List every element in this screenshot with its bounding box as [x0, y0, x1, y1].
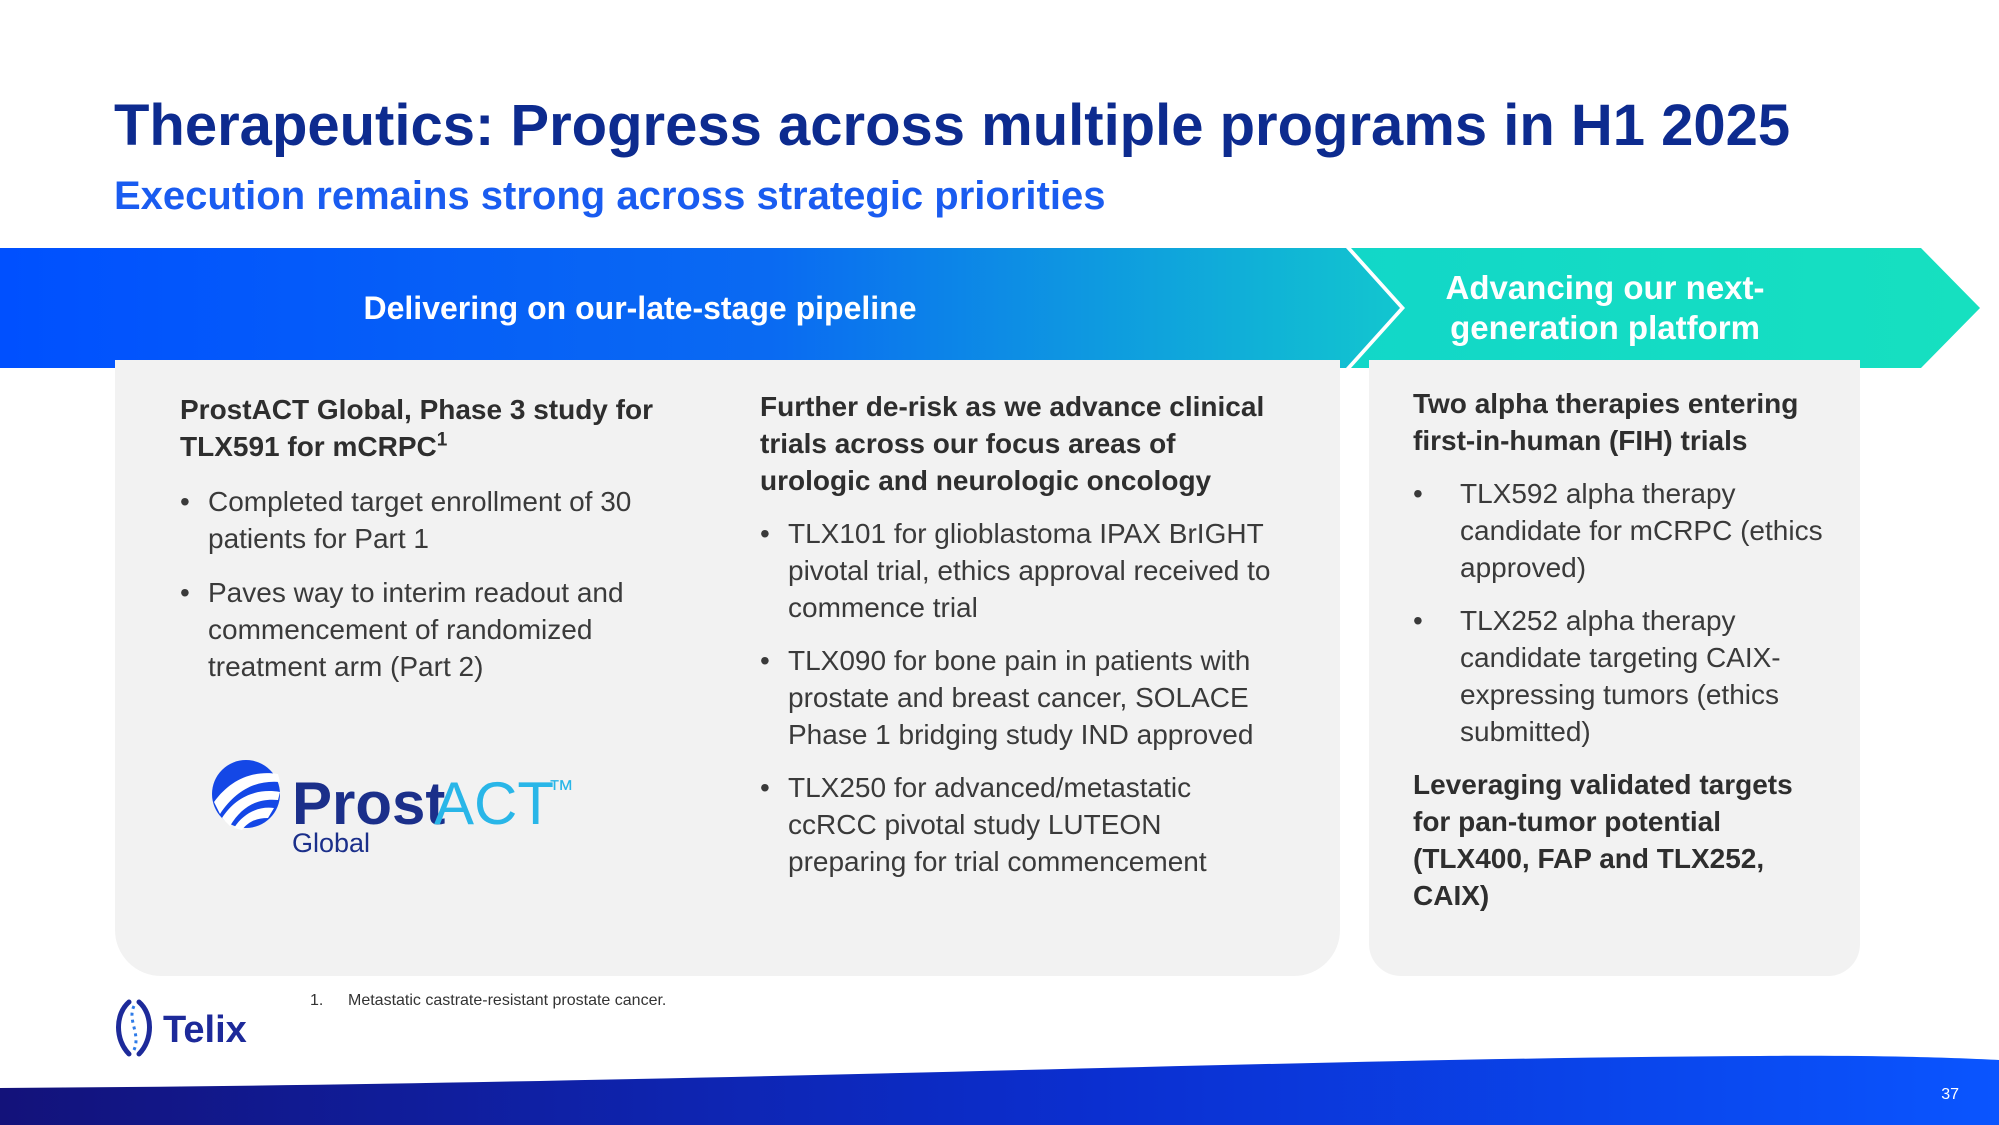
- prostact-word-global: Global: [292, 828, 370, 858]
- prostact-global-logo: Prost ACT ™ Global: [212, 760, 574, 858]
- prostact-swirl-icon: [212, 760, 280, 830]
- section-banner: [0, 248, 1980, 368]
- page-number: 37: [1941, 1086, 1959, 1103]
- alpha-heading: Two alpha therapies entering first-in-hu…: [1413, 388, 1799, 456]
- prostact-column: ProstACT Global, Phase 3 study for TLX59…: [180, 391, 710, 702]
- prostact-word-act: ACT: [434, 770, 554, 837]
- footer-wave: [0, 1055, 1999, 1125]
- banner-left-chevron: [0, 248, 1400, 368]
- prostact-heading: ProstACT Global, Phase 3 study for TLX59…: [180, 394, 653, 462]
- telix-helix-icon: [116, 999, 152, 1057]
- page-title: Therapeutics: Progress across multiple p…: [114, 93, 1791, 158]
- footnote-number: 1.: [310, 992, 324, 1009]
- prostact-word-prost: Prost: [292, 770, 445, 837]
- prostact-trademark: ™: [548, 774, 574, 804]
- list-item: TLX592 alpha therapy candidate for mCRPC…: [1413, 475, 1833, 586]
- footnote-text: Metastatic castrate-resistant prostate c…: [348, 992, 667, 1009]
- telix-logo: Telix: [116, 999, 247, 1057]
- urologic-neurologic-column: Further de-risk as we advance clinical t…: [760, 388, 1285, 896]
- list-item: Paves way to interim readout and commenc…: [180, 574, 710, 685]
- list-item: Completed target enrollment of 30 patien…: [180, 483, 710, 557]
- pan-tumor-heading: Leveraging validated targets for pan-tum…: [1413, 769, 1793, 911]
- banner-right-chevron: [1351, 248, 1980, 368]
- derisk-heading: Further de-risk as we advance clinical t…: [760, 391, 1265, 496]
- footnote-marker: 1: [436, 429, 448, 451]
- page-subtitle: Execution remains strong across strategi…: [114, 174, 1106, 218]
- list-item: TLX250 for advanced/metastatic ccRCC piv…: [760, 769, 1285, 880]
- list-item: TLX252 alpha therapy candidate targeting…: [1413, 602, 1833, 750]
- alpha-bullets: TLX592 alpha therapy candidate for mCRPC…: [1413, 475, 1833, 750]
- alpha-therapies-column: Two alpha therapies entering first-in-hu…: [1413, 385, 1833, 930]
- list-item: TLX101 for glioblastoma IPAX BrIGHT pivo…: [760, 515, 1285, 626]
- banner-right-label: Advancing our next-generation platform: [1445, 269, 1765, 346]
- banner-left-label: Delivering on our-late-stage pipeline: [363, 290, 917, 326]
- prostact-bullets: Completed target enrollment of 30 patien…: [180, 483, 710, 685]
- list-item: TLX090 for bone pain in patients with pr…: [760, 642, 1285, 753]
- telix-wordmark: Telix: [163, 1009, 247, 1051]
- derisk-bullets: TLX101 for glioblastoma IPAX BrIGHT pivo…: [760, 515, 1285, 880]
- footnote: 1. Metastatic castrate-resistant prostate…: [310, 992, 666, 1010]
